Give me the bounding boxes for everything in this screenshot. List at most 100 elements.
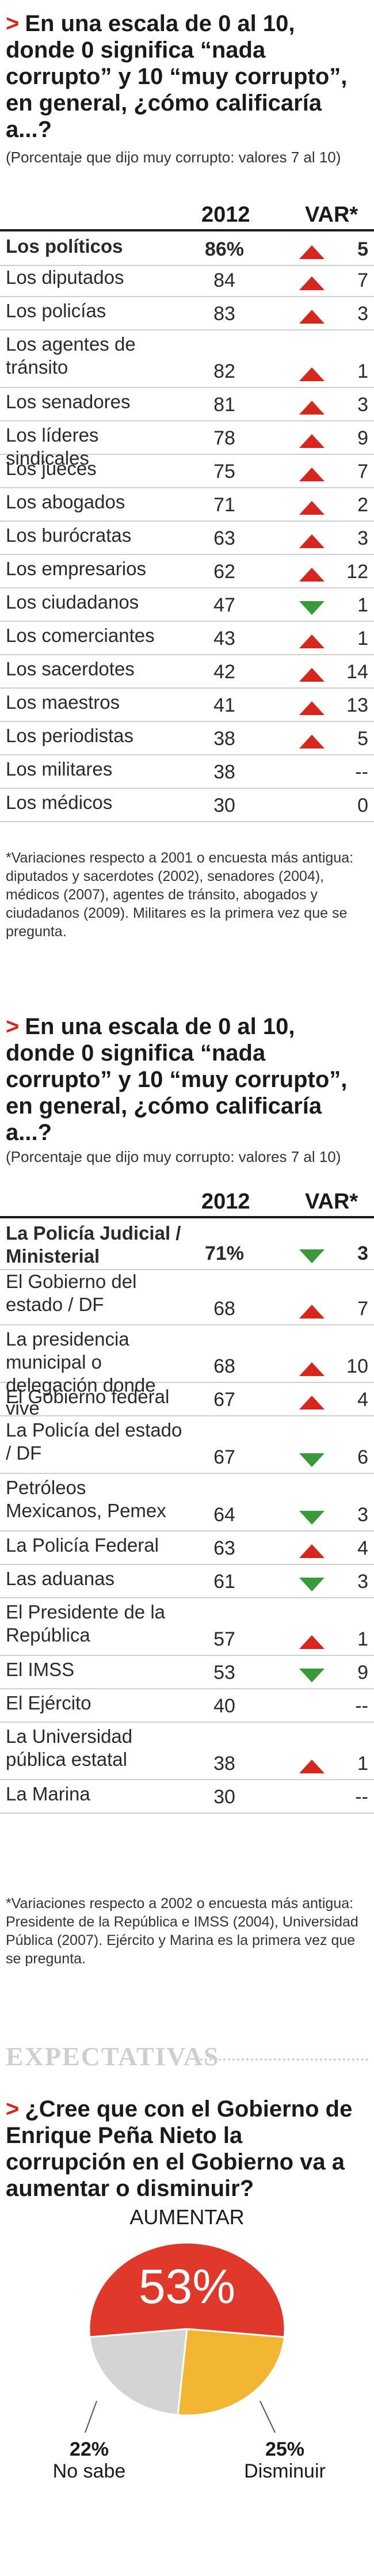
row-label: La Marina bbox=[6, 1783, 90, 1804]
row-variation: 3 bbox=[357, 1504, 368, 1526]
table-row: La Policía del estado / DF 67 6 bbox=[0, 1415, 374, 1474]
row-value: 68 bbox=[213, 1355, 235, 1377]
row-variation: 9 bbox=[357, 427, 368, 449]
row-label: El Ejército bbox=[6, 1692, 91, 1713]
table-row: Los líderes sindicales 78 9 bbox=[0, 420, 374, 469]
table-row: Los agentes de tránsito 82 1 bbox=[0, 329, 374, 388]
pie-big-value: 53% bbox=[139, 2259, 235, 2313]
row-value: 43 bbox=[213, 628, 235, 649]
row-label: Petróleos Mexicanos, Pemex bbox=[6, 1477, 166, 1521]
table2-section: > En una escala de 0 al 10, donde 0 signi… bbox=[0, 1014, 374, 1967]
row-variation: 3 bbox=[357, 1571, 368, 1593]
row-variation: 3 bbox=[357, 394, 368, 416]
table1-subtitle: (Porcentaje que dijo muy corrupto: valor… bbox=[6, 149, 341, 166]
row-variation: 1 bbox=[357, 628, 368, 649]
row-variation: 13 bbox=[346, 694, 368, 716]
table2-note: *Variaciones respecto a 2002 o encuesta … bbox=[6, 1895, 358, 1967]
triangle-up-icon bbox=[299, 735, 325, 749]
row-variation: 7 bbox=[357, 461, 368, 482]
row-label: La Policía Federal bbox=[6, 1534, 159, 1556]
expectativas-question: > ¿Cree que con el Gobierno de Enrique Pe… bbox=[6, 2096, 353, 2201]
pie-left-label: 22% No sabe bbox=[46, 2438, 132, 2482]
row-variation: 1 bbox=[357, 594, 368, 616]
row-variation: 12 bbox=[346, 561, 368, 583]
pie-right-label: 25% Disminuir bbox=[239, 2438, 331, 2482]
table-row: Los burócratas 63 3 bbox=[0, 520, 374, 555]
row-variation: 7 bbox=[357, 269, 368, 291]
row-label: Los políticos bbox=[6, 235, 123, 257]
row-variation: 5 bbox=[357, 728, 368, 750]
pie-left-value: 22% bbox=[69, 2438, 109, 2460]
table2-col-year: 2012 bbox=[201, 1190, 250, 1214]
row-value: 78 bbox=[213, 427, 235, 449]
row-label: Los burócratas bbox=[6, 525, 132, 546]
table-row: El Presidente de la República 57 1 bbox=[0, 1597, 374, 1656]
row-label: La Policía del estado / DF bbox=[6, 1419, 182, 1464]
row-value: 75 bbox=[213, 461, 235, 482]
pie-right-value: 25% bbox=[265, 2438, 305, 2460]
triangle-down-icon bbox=[299, 1511, 325, 1525]
triangle-up-icon bbox=[299, 568, 325, 582]
row-variation: 9 bbox=[357, 1662, 368, 1684]
pie-right-text: Disminuir bbox=[244, 2460, 326, 2482]
row-label: La Policía Judicial / Ministerial bbox=[6, 1222, 181, 1267]
triangle-down-icon bbox=[299, 601, 325, 615]
row-label: La Universidad pública estatal bbox=[6, 1726, 133, 1770]
row-label: Los diputados bbox=[6, 267, 124, 288]
table-row: El Gobierno del estado / DF 68 7 bbox=[0, 1267, 374, 1325]
table2-col-var: VAR* bbox=[305, 1190, 358, 1214]
row-label: Los policías bbox=[6, 300, 106, 321]
row-label: Los militares bbox=[6, 758, 113, 780]
row-label: La presidencia municipal o delegación do… bbox=[6, 1328, 156, 1419]
row-value: 71% bbox=[204, 1243, 245, 1264]
row-value: 30 bbox=[213, 795, 235, 816]
row-value: 38 bbox=[213, 761, 235, 783]
row-value: 63 bbox=[213, 1537, 235, 1559]
table2-question: > En una escala de 0 al 10, donde 0 signi… bbox=[6, 1014, 348, 1145]
row-variation: 4 bbox=[357, 1389, 368, 1411]
pie-slice-nosabe bbox=[89, 2328, 188, 2416]
row-value: 47 bbox=[213, 594, 235, 616]
row-value: 53 bbox=[213, 1662, 235, 1684]
row-variation: 14 bbox=[346, 661, 368, 683]
triangle-up-icon bbox=[299, 401, 325, 415]
table-row: Los senadores 81 3 bbox=[0, 387, 374, 421]
table-row: Los médicos 30 0 bbox=[0, 788, 374, 822]
row-value: 41 bbox=[213, 694, 235, 716]
table-row: Los empresarios 62 12 bbox=[0, 554, 374, 588]
table1-section: > En una escala de 0 al 10, donde 0 signi… bbox=[0, 0, 374, 985]
row-variation: -- bbox=[355, 1695, 368, 1717]
triangle-up-icon bbox=[299, 701, 325, 715]
triangle-up-icon bbox=[299, 310, 325, 324]
table-row: La Universidad pública estatal 38 1 bbox=[0, 1722, 374, 1780]
table-row: La presidencia municipal o delegación do… bbox=[0, 1324, 374, 1419]
table-row: Los comerciantes 43 1 bbox=[0, 621, 374, 655]
triangle-down-icon bbox=[299, 1249, 325, 1263]
row-variation: 5 bbox=[357, 238, 368, 260]
row-value: 84 bbox=[213, 269, 235, 291]
kicker-divider bbox=[196, 2058, 368, 2061]
table-row: Petróleos Mexicanos, Pemex 64 3 bbox=[0, 1473, 374, 1532]
left-leader-line bbox=[85, 2400, 97, 2433]
row-value: 68 bbox=[213, 1298, 235, 1320]
row-value: 71 bbox=[213, 494, 235, 516]
row-label: Los periodistas bbox=[6, 725, 133, 746]
triangle-up-icon bbox=[299, 1396, 325, 1409]
row-label: Los empresarios bbox=[6, 558, 146, 579]
row-value: 30 bbox=[213, 1786, 235, 1808]
row-value: 83 bbox=[213, 303, 235, 325]
table-row: Los diputados 84 7 bbox=[0, 263, 374, 297]
row-value: 62 bbox=[213, 561, 235, 583]
row-label: Los agentes de tránsito bbox=[6, 333, 136, 378]
row-value: 67 bbox=[213, 1446, 235, 1468]
row-label: Los sacerdotes bbox=[6, 658, 135, 679]
row-value: 63 bbox=[213, 527, 235, 549]
table-row: La Policía Judicial / Ministerial 71% 3 bbox=[0, 1216, 374, 1270]
row-variation: 7 bbox=[357, 1298, 368, 1320]
row-label: El Presidente de la República bbox=[6, 1601, 166, 1646]
table-row: El Ejército 40 -- bbox=[0, 1688, 374, 1723]
triangle-up-icon bbox=[299, 634, 325, 648]
triangle-up-icon bbox=[299, 434, 325, 448]
row-value: 42 bbox=[213, 661, 235, 683]
triangle-down-icon bbox=[299, 1669, 325, 1682]
